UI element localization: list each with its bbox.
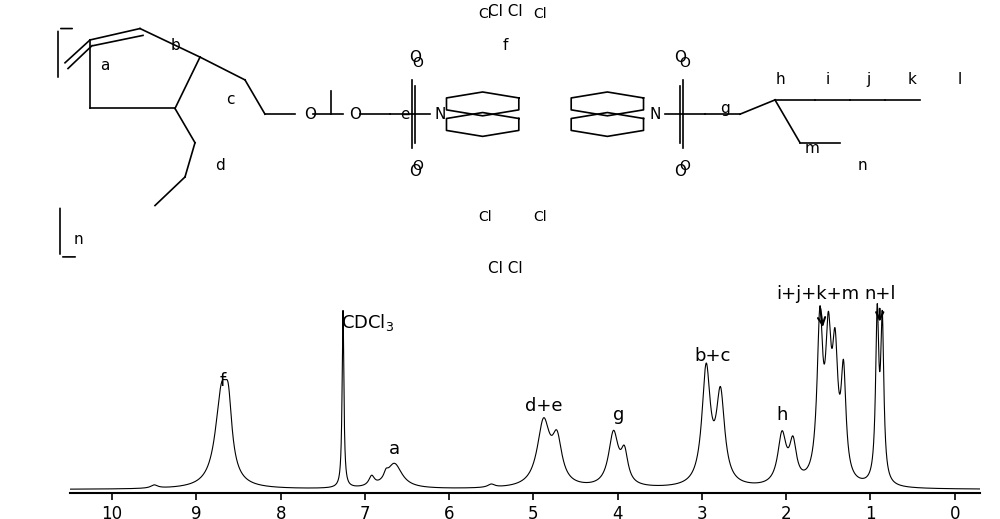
Text: i: i bbox=[826, 73, 830, 87]
Text: d+e: d+e bbox=[525, 397, 562, 415]
Text: O: O bbox=[409, 164, 421, 179]
Text: a: a bbox=[100, 58, 110, 73]
Text: f: f bbox=[220, 372, 226, 390]
Text: j: j bbox=[866, 73, 870, 87]
Text: c: c bbox=[226, 92, 234, 107]
Text: Cl: Cl bbox=[478, 210, 492, 224]
Text: h: h bbox=[775, 73, 785, 87]
Text: O: O bbox=[349, 107, 361, 121]
Text: N: N bbox=[434, 107, 446, 121]
Text: n: n bbox=[857, 158, 867, 173]
Text: O: O bbox=[304, 107, 316, 121]
Text: O: O bbox=[674, 164, 686, 179]
Text: b+c: b+c bbox=[695, 347, 731, 365]
Text: Cl: Cl bbox=[533, 210, 547, 224]
Text: Cl: Cl bbox=[478, 7, 492, 21]
Text: O: O bbox=[413, 56, 423, 70]
Text: Cl Cl: Cl Cl bbox=[488, 4, 522, 19]
Text: O: O bbox=[680, 56, 690, 70]
Text: d: d bbox=[215, 158, 225, 173]
Text: a: a bbox=[389, 440, 400, 458]
Text: b: b bbox=[170, 38, 180, 53]
Text: m: m bbox=[805, 141, 819, 156]
Text: n+l: n+l bbox=[864, 285, 895, 319]
Text: l: l bbox=[958, 73, 962, 87]
Text: g: g bbox=[720, 101, 730, 116]
Text: f: f bbox=[502, 38, 508, 53]
Text: O: O bbox=[680, 159, 690, 172]
Text: h: h bbox=[776, 406, 788, 424]
Text: O: O bbox=[413, 159, 423, 172]
Text: N: N bbox=[649, 107, 661, 121]
Text: n: n bbox=[73, 233, 83, 247]
Text: Cl Cl: Cl Cl bbox=[488, 261, 522, 276]
Text: e: e bbox=[400, 107, 410, 121]
Text: O: O bbox=[674, 50, 686, 64]
Text: CDCl$_3$: CDCl$_3$ bbox=[341, 312, 394, 333]
Text: i+j+k+m: i+j+k+m bbox=[777, 285, 860, 325]
Text: Cl: Cl bbox=[533, 7, 547, 21]
Text: g: g bbox=[613, 406, 625, 424]
Text: O: O bbox=[409, 50, 421, 64]
Text: k: k bbox=[908, 73, 916, 87]
